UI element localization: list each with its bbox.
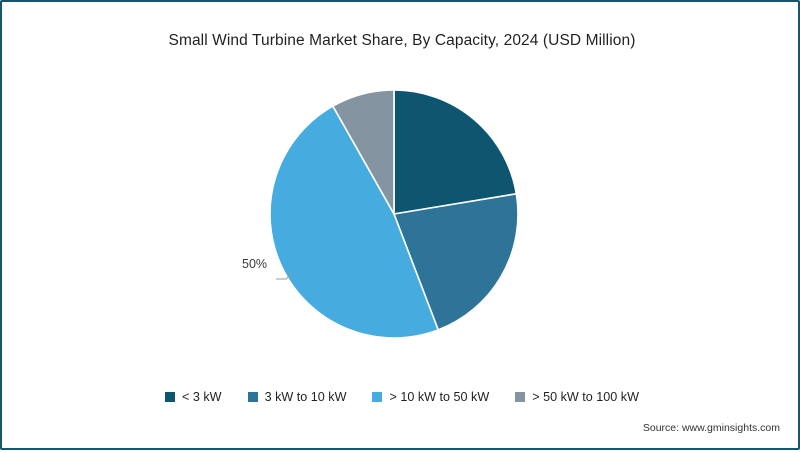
pie-chart — [269, 89, 519, 339]
legend-swatch-icon — [247, 392, 258, 403]
legend-swatch-icon — [165, 392, 176, 403]
legend-swatch-icon — [515, 392, 526, 403]
legend-item-label: > 50 kW to 100 kW — [532, 390, 639, 404]
legend-item-label: > 10 kW to 50 kW — [389, 390, 490, 404]
pie-slice — [392, 192, 519, 331]
pie-slice-data-label: 50% — [242, 257, 268, 271]
pie-slice — [331, 89, 395, 218]
source-attribution: Source: www.gminsights.com — [642, 422, 780, 434]
leader-line-icon — [276, 272, 293, 280]
legend-item[interactable]: < 3 kW — [165, 391, 222, 404]
pie-slice — [393, 89, 518, 215]
legend-item-label: < 3 kW — [182, 390, 222, 404]
pie-slice — [269, 105, 440, 339]
chart-legend: < 3 kW 3 kW to 10 kW > 10 kW to 50 kW > 50 … — [2, 391, 800, 404]
pie-slice-group — [269, 89, 519, 339]
legend-swatch-icon — [372, 392, 383, 403]
legend-item[interactable]: 3 kW to 10 kW — [247, 390, 347, 404]
legend-item[interactable]: > 50 kW to 100 kW — [515, 391, 639, 404]
page-title: Small Wind Turbine Market Share, By Capa… — [168, 32, 636, 49]
legend-item[interactable]: > 10 kW to 50 kW — [372, 391, 489, 404]
legend-item-label: 3 kW to 10 kW — [264, 390, 347, 404]
